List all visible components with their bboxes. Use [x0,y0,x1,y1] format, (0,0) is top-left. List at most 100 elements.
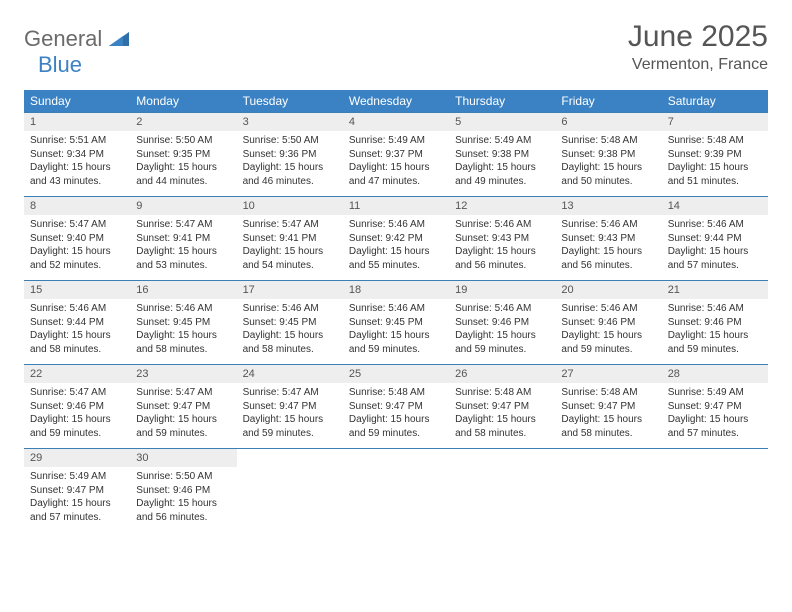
daylight-line1: Daylight: 15 hours [349,329,443,343]
day-info-cell [237,467,343,532]
daylight-line2: and 59 minutes. [136,427,230,441]
daylight-line1: Daylight: 15 hours [243,245,337,259]
title-block: June 2025 Vermenton, France [628,20,768,74]
daylight-line2: and 58 minutes. [136,343,230,357]
sunset-text: Sunset: 9:45 PM [349,316,443,330]
day-info-cell: Sunrise: 5:47 AMSunset: 9:40 PMDaylight:… [24,215,130,281]
sunrise-text: Sunrise: 5:50 AM [136,470,230,484]
sunrise-text: Sunrise: 5:50 AM [136,134,230,148]
sunset-text: Sunset: 9:47 PM [561,400,655,414]
sunrise-text: Sunrise: 5:46 AM [561,218,655,232]
logo-text-blue: Blue [38,52,82,77]
day-number-row: 15161718192021 [24,281,768,300]
daylight-line1: Daylight: 15 hours [455,329,549,343]
daylight-line2: and 59 minutes. [668,343,762,357]
sunrise-text: Sunrise: 5:46 AM [349,218,443,232]
day-number-row: 2930 [24,449,768,468]
sunrise-text: Sunrise: 5:46 AM [30,302,124,316]
dow-header-cell: Thursday [449,90,555,113]
daylight-line1: Daylight: 15 hours [30,245,124,259]
daylight-line2: and 58 minutes. [30,343,124,357]
day-number-cell: 29 [24,449,130,468]
sunrise-text: Sunrise: 5:48 AM [668,134,762,148]
day-number-cell: 27 [555,365,661,384]
day-number-cell: 5 [449,113,555,132]
sunrise-text: Sunrise: 5:48 AM [561,134,655,148]
sunset-text: Sunset: 9:43 PM [561,232,655,246]
daylight-line2: and 58 minutes. [561,427,655,441]
sunset-text: Sunset: 9:35 PM [136,148,230,162]
day-info-cell: Sunrise: 5:46 AMSunset: 9:45 PMDaylight:… [343,299,449,365]
day-number-cell: 9 [130,197,236,216]
daylight-line1: Daylight: 15 hours [561,329,655,343]
day-info-cell: Sunrise: 5:46 AMSunset: 9:46 PMDaylight:… [555,299,661,365]
logo-text-gray: General [24,26,102,51]
day-number-cell: 23 [130,365,236,384]
daylight-line1: Daylight: 15 hours [136,329,230,343]
sunrise-text: Sunrise: 5:50 AM [243,134,337,148]
sunrise-text: Sunrise: 5:46 AM [668,302,762,316]
daylight-line2: and 47 minutes. [349,175,443,189]
day-number-cell: 11 [343,197,449,216]
day-info-cell: Sunrise: 5:48 AMSunset: 9:39 PMDaylight:… [662,131,768,197]
sunrise-text: Sunrise: 5:48 AM [455,386,549,400]
sunset-text: Sunset: 9:41 PM [243,232,337,246]
day-info-cell: Sunrise: 5:47 AMSunset: 9:41 PMDaylight:… [130,215,236,281]
sunrise-text: Sunrise: 5:46 AM [136,302,230,316]
daylight-line2: and 54 minutes. [243,259,337,273]
day-info-cell [449,467,555,532]
day-number-cell: 19 [449,281,555,300]
day-number-cell [662,449,768,468]
daylight-line1: Daylight: 15 hours [668,329,762,343]
daylight-line2: and 57 minutes. [30,511,124,525]
sunset-text: Sunset: 9:47 PM [349,400,443,414]
day-number-cell: 12 [449,197,555,216]
dow-header-row: SundayMondayTuesdayWednesdayThursdayFrid… [24,90,768,113]
day-info-cell: Sunrise: 5:47 AMSunset: 9:47 PMDaylight:… [237,383,343,449]
day-info-cell: Sunrise: 5:47 AMSunset: 9:41 PMDaylight:… [237,215,343,281]
day-info-cell: Sunrise: 5:50 AMSunset: 9:35 PMDaylight:… [130,131,236,197]
day-info-cell: Sunrise: 5:47 AMSunset: 9:46 PMDaylight:… [24,383,130,449]
day-number-row: 22232425262728 [24,365,768,384]
daylight-line2: and 59 minutes. [243,427,337,441]
daylight-line1: Daylight: 15 hours [136,413,230,427]
sunset-text: Sunset: 9:38 PM [561,148,655,162]
sunset-text: Sunset: 9:40 PM [30,232,124,246]
day-info-cell: Sunrise: 5:49 AMSunset: 9:47 PMDaylight:… [662,383,768,449]
daylight-line2: and 43 minutes. [30,175,124,189]
sunset-text: Sunset: 9:47 PM [455,400,549,414]
day-number-cell: 16 [130,281,236,300]
daylight-line1: Daylight: 15 hours [349,245,443,259]
day-info-cell: Sunrise: 5:46 AMSunset: 9:46 PMDaylight:… [449,299,555,365]
sunrise-text: Sunrise: 5:48 AM [561,386,655,400]
sunset-text: Sunset: 9:36 PM [243,148,337,162]
dow-header-cell: Wednesday [343,90,449,113]
daylight-line2: and 44 minutes. [136,175,230,189]
sunrise-text: Sunrise: 5:49 AM [30,470,124,484]
daylight-line1: Daylight: 15 hours [243,413,337,427]
dow-header-cell: Tuesday [237,90,343,113]
day-info-cell [662,467,768,532]
day-number-cell: 26 [449,365,555,384]
dow-header-cell: Friday [555,90,661,113]
day-number-cell: 30 [130,449,236,468]
dow-header-cell: Sunday [24,90,130,113]
sunrise-text: Sunrise: 5:51 AM [30,134,124,148]
day-number-cell [343,449,449,468]
dow-header-cell: Monday [130,90,236,113]
day-info-row: Sunrise: 5:46 AMSunset: 9:44 PMDaylight:… [24,299,768,365]
day-number-cell: 3 [237,113,343,132]
daylight-line1: Daylight: 15 hours [668,161,762,175]
sunset-text: Sunset: 9:46 PM [30,400,124,414]
day-info-cell: Sunrise: 5:49 AMSunset: 9:37 PMDaylight:… [343,131,449,197]
sunrise-text: Sunrise: 5:46 AM [349,302,443,316]
daylight-line2: and 59 minutes. [455,343,549,357]
day-info-cell: Sunrise: 5:46 AMSunset: 9:46 PMDaylight:… [662,299,768,365]
day-number-cell: 14 [662,197,768,216]
day-number-cell: 28 [662,365,768,384]
day-number-cell [449,449,555,468]
daylight-line1: Daylight: 15 hours [30,161,124,175]
day-info-cell [555,467,661,532]
day-info-cell: Sunrise: 5:48 AMSunset: 9:47 PMDaylight:… [555,383,661,449]
daylight-line1: Daylight: 15 hours [30,329,124,343]
